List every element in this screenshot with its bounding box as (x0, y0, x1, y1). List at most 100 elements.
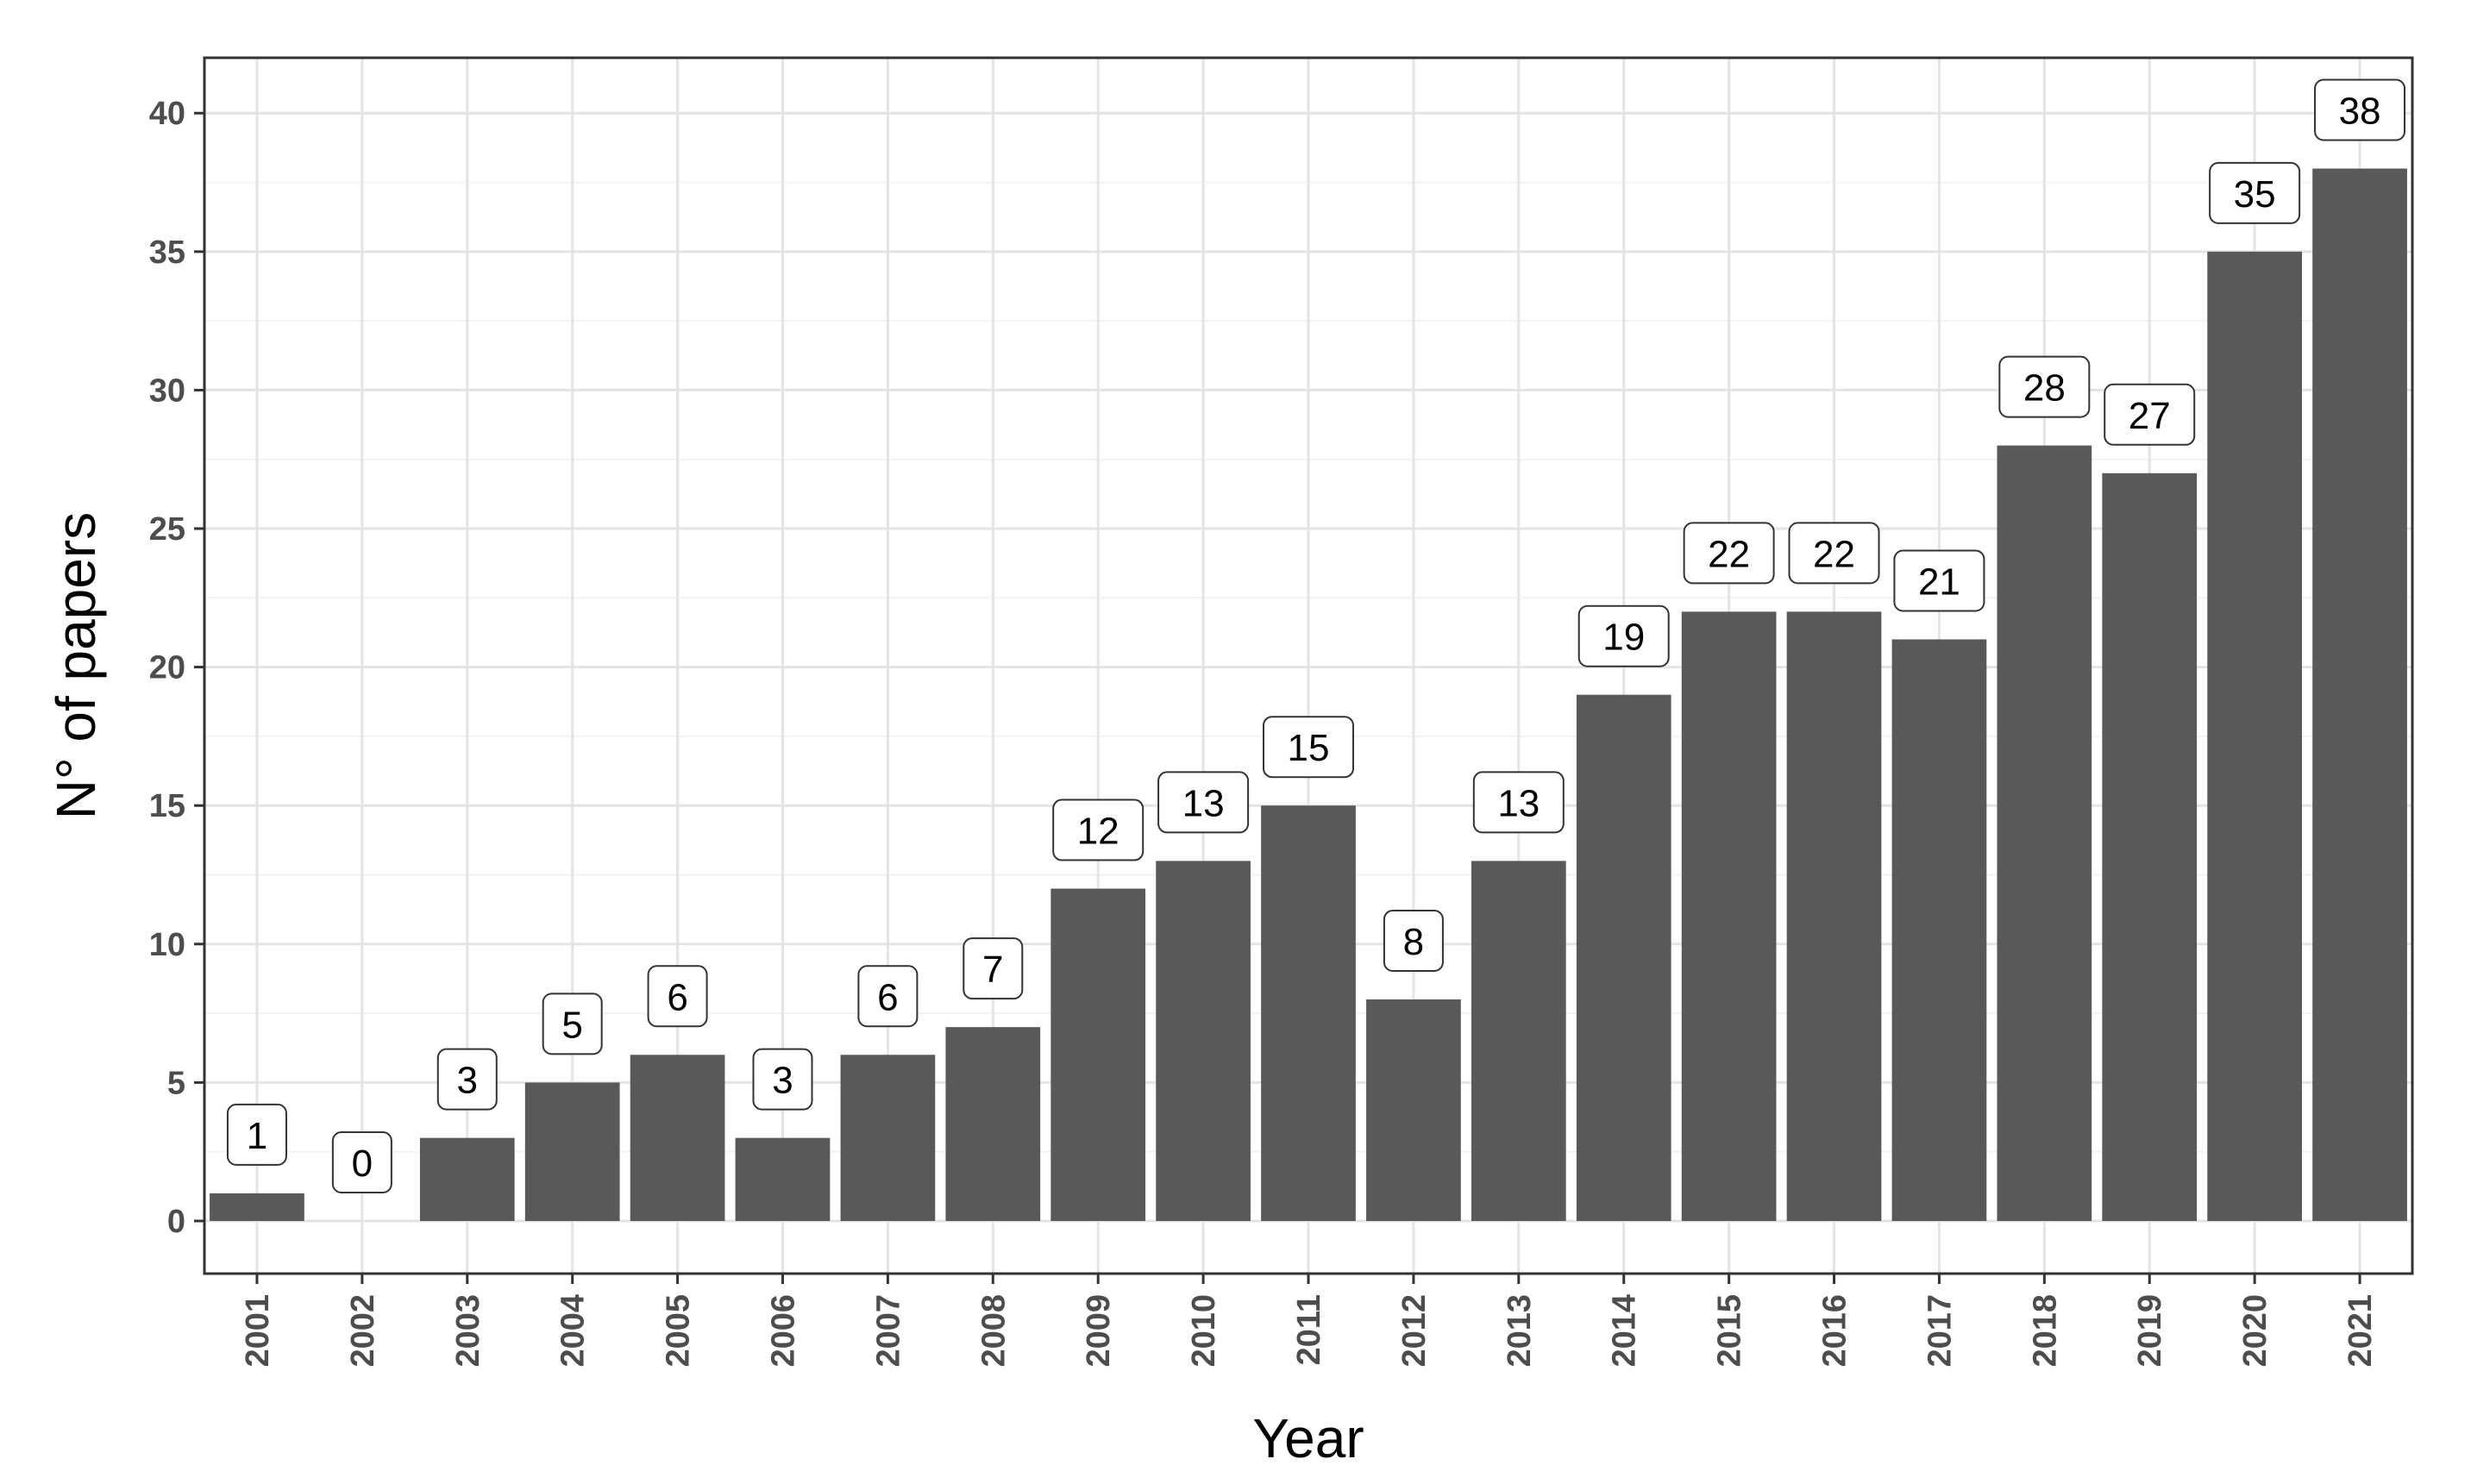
y-tick-label: 15 (149, 788, 185, 824)
bar-2003 (419, 1137, 515, 1221)
data-label-2003: 3 (436, 1048, 498, 1111)
bar-2012 (1366, 999, 1461, 1221)
data-label-box (1383, 910, 1444, 973)
x-tick-label: 2021 (2342, 1294, 2379, 1368)
bar-2006 (735, 1137, 831, 1221)
data-label-text: 6 (667, 976, 687, 1018)
data-label-box (1052, 798, 1145, 861)
data-label-text: 19 (1602, 617, 1645, 659)
data-label-2004: 5 (542, 992, 603, 1055)
bar-2016 (1786, 611, 1882, 1221)
x-tick-label: 2003 (450, 1294, 486, 1368)
data-label-box (1683, 522, 1775, 585)
bar-2018 (1997, 445, 2092, 1221)
data-label-text: 3 (772, 1060, 793, 1102)
data-label-2011: 15 (1263, 716, 1354, 779)
x-tick-label: 2011 (1291, 1294, 1327, 1365)
x-tick-label: 2004 (555, 1294, 592, 1368)
x-tick-label: 2019 (2132, 1294, 2168, 1368)
data-label-box (963, 937, 1024, 1000)
data-label-2005: 6 (647, 965, 708, 1028)
data-label-box (226, 1103, 287, 1166)
data-label-2001: 1 (226, 1103, 287, 1166)
data-label-text: 0 (352, 1143, 373, 1185)
bar-2001 (210, 1193, 304, 1221)
data-label-text: 13 (1497, 782, 1540, 824)
data-label-box (1893, 549, 1985, 612)
data-label-text: 22 (1708, 533, 1750, 575)
data-label-2006: 3 (752, 1048, 813, 1111)
x-tick-label: 2008 (975, 1294, 1012, 1368)
x-tick-label: 2014 (1607, 1294, 1643, 1368)
data-label-box (1788, 522, 1880, 585)
data-label-text: 38 (2339, 90, 2381, 132)
bar-2015 (1681, 611, 1777, 1221)
data-label-text: 1 (247, 1115, 267, 1157)
bar-2009 (1050, 888, 1146, 1221)
data-label-box (2314, 78, 2406, 141)
x-tick-label: 2007 (870, 1294, 906, 1368)
data-label-text: 12 (1077, 811, 1119, 853)
x-tick-label: 2013 (1502, 1294, 1538, 1368)
x-axis: 2001 2002 2003 2004 2005 2006 2007 2008 2009 2010… (240, 1274, 2379, 1368)
bar-2013 (1471, 861, 1566, 1221)
x-tick-label: 2015 (1712, 1294, 1748, 1368)
x-tick-label: 2012 (1396, 1294, 1433, 1368)
y-tick-label: 5 (167, 1065, 185, 1101)
data-label-2016: 22 (1788, 522, 1880, 585)
y-tick-label: 35 (149, 235, 185, 271)
x-tick-label: 2009 (1081, 1294, 1117, 1368)
data-label-text: 27 (2129, 395, 2171, 437)
bar-2004 (524, 1082, 620, 1221)
y-tick-label: 20 (149, 650, 185, 686)
data-label-text: 8 (1403, 921, 1424, 963)
data-label-box (331, 1130, 392, 1193)
bar-2021 (2312, 168, 2407, 1221)
y-tick-label: 10 (149, 927, 185, 963)
bar-2014 (1576, 694, 1671, 1221)
data-label-2020: 35 (2209, 161, 2301, 224)
data-label-text: 3 (457, 1060, 478, 1102)
data-label-2002: 0 (331, 1130, 392, 1193)
data-label-text: 7 (982, 949, 1003, 991)
y-axis-title: N° of papers (45, 512, 107, 819)
y-axis: 0 5 10 15 20 25 30 35 40 (149, 96, 204, 1240)
bar-2010 (1156, 861, 1251, 1221)
data-label-box (2104, 383, 2196, 446)
data-label-text: 21 (1918, 560, 1960, 603)
data-label-2018: 28 (1998, 355, 2091, 418)
bar-2005 (630, 1055, 725, 1221)
x-tick-label: 2005 (661, 1294, 697, 1368)
bar-2020 (2207, 251, 2302, 1221)
data-label-2007: 6 (857, 965, 919, 1028)
data-label-2014: 19 (1577, 604, 1670, 667)
data-label-box (436, 1048, 498, 1111)
data-label-box (2209, 161, 2301, 224)
data-label-2017: 21 (1893, 549, 1985, 612)
x-tick-label: 2018 (2027, 1294, 2063, 1368)
data-label-text: 22 (1813, 533, 1855, 575)
data-label-2012: 8 (1383, 910, 1444, 973)
x-tick-label: 2002 (345, 1294, 381, 1368)
y-tick-label: 40 (149, 96, 185, 132)
data-label-2010: 13 (1157, 771, 1250, 834)
data-label-box (1472, 771, 1565, 834)
data-label-2019: 27 (2104, 383, 2196, 446)
bar-2007 (840, 1055, 936, 1221)
x-tick-label: 2016 (1817, 1294, 1853, 1368)
bars-layer (210, 168, 2407, 1221)
data-label-text: 28 (2023, 367, 2066, 410)
data-label-2009: 12 (1052, 798, 1145, 861)
data-label-text: 5 (561, 1004, 582, 1046)
data-label-text: 35 (2234, 173, 2276, 216)
data-label-box (752, 1048, 813, 1111)
data-label-2021: 38 (2314, 78, 2406, 141)
data-label-box (1998, 355, 2091, 418)
y-tick-label: 25 (149, 511, 185, 548)
data-label-2008: 7 (963, 937, 1024, 1000)
x-tick-label: 2006 (765, 1294, 801, 1368)
data-label-2013: 13 (1472, 771, 1565, 834)
